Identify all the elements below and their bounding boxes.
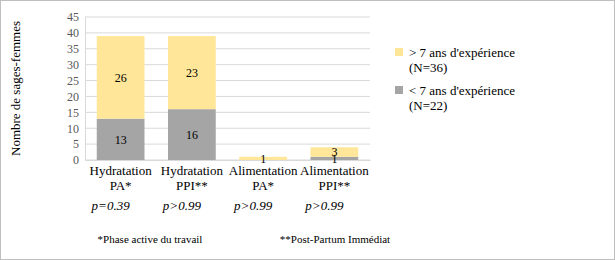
bars <box>97 36 358 160</box>
category-label: HydratationPPI** <box>161 163 224 193</box>
footnote: **Post-Partum Immédiat <box>280 233 390 245</box>
category-label: AlimentationPPI** <box>300 163 369 193</box>
category-label: AlimentationPA* <box>229 163 298 193</box>
x-axis-line <box>86 160 371 161</box>
legend: > 7 ans d'expérience(N=36) < 7 ans d'expé… <box>395 45 515 113</box>
tick-label: 35 <box>67 42 79 56</box>
tick-label: 15 <box>67 106 79 120</box>
data-labels: 13161262313 <box>115 66 338 166</box>
tick: 5 <box>73 137 85 151</box>
annotation: p=0.39 <box>91 198 131 213</box>
annotation: p>0.99 <box>304 198 344 213</box>
legend-label: > 7 ans d'expérience(N=36) <box>409 45 515 75</box>
data-label: 26 <box>115 71 127 85</box>
tick: 0 <box>73 153 85 167</box>
legend-item: > 7 ans d'expérience(N=36) <box>395 45 515 75</box>
bar-segment <box>97 119 145 160</box>
annotation: p>0.99 <box>233 198 273 213</box>
tick: 35 <box>67 42 85 56</box>
tick: 45 <box>67 10 85 24</box>
bar-segment <box>97 36 145 119</box>
y-axis: 0 510 15 20 25 30 35 40 45 <box>67 10 86 167</box>
x-axis: HydratationPA*HydratationPPI**Alimentati… <box>86 160 371 193</box>
tick-label: 45 <box>67 10 79 24</box>
y-axis-title: Nombre de sages-femmes <box>8 21 23 156</box>
annotation: p>0.99 <box>162 198 202 213</box>
tick-label: 10 <box>67 122 79 136</box>
legend-swatch <box>395 86 403 94</box>
chart: 0 510 15 20 25 30 35 40 45 HydratationPA* Hydratat… <box>0 0 615 260</box>
tick-label: 30 <box>67 58 79 72</box>
grid-line <box>85 32 370 33</box>
legend-label: < 7 ans d'expérience(N=22) <box>409 83 515 113</box>
legend-swatch <box>395 48 403 56</box>
frame <box>1 1 615 260</box>
data-label: 1 <box>260 152 266 166</box>
grid-line <box>85 17 370 18</box>
tick: 30 <box>67 58 85 72</box>
grid <box>85 17 370 160</box>
data-label: 23 <box>186 66 198 80</box>
data-label: 16 <box>186 128 198 142</box>
y-axis-line <box>85 18 86 161</box>
bar-segment <box>168 109 216 160</box>
tick: HydratationPPI** <box>161 160 224 193</box>
data-label: 13 <box>115 133 127 147</box>
tick: HydratationPA* <box>90 160 153 193</box>
tick: 25 <box>67 74 85 88</box>
plot: 0 510 15 20 25 30 35 40 45 HydratationPA* Hydratat… <box>67 10 371 213</box>
bar-segment <box>168 36 216 109</box>
tick: 40 <box>67 26 85 40</box>
footnote: *Phase active du travail <box>98 233 203 245</box>
tick-label: 40 <box>67 26 79 40</box>
category-label: HydratationPA* <box>90 163 153 193</box>
tick: 10 <box>67 122 85 136</box>
tick-label: 0 <box>73 153 79 167</box>
tick: 15 <box>67 106 85 120</box>
tick-label: 20 <box>67 90 79 104</box>
data-label: 3 <box>331 145 337 159</box>
tick-label: 5 <box>73 137 79 151</box>
legend-item: < 7 ans d'expérience(N=22) <box>395 83 515 113</box>
tick-label: 25 <box>67 74 79 88</box>
tick: 20 <box>67 90 85 104</box>
